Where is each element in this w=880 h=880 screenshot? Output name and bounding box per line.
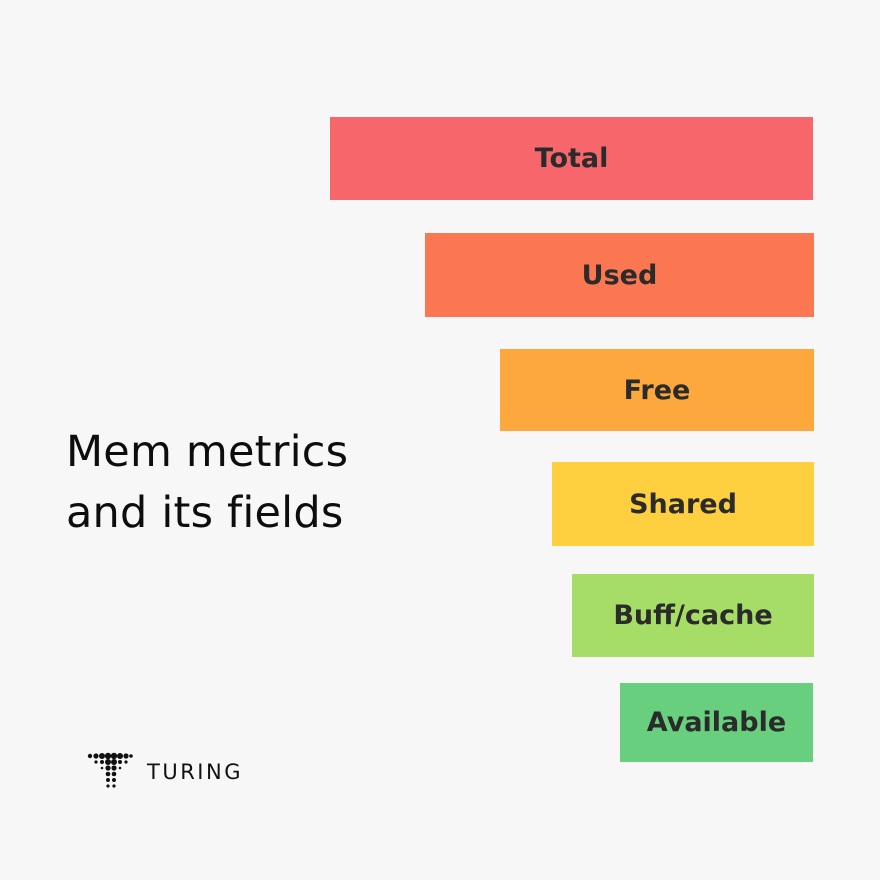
- brand-logo: TURING: [87, 752, 243, 792]
- field-label-available: Available: [646, 707, 787, 738]
- field-label-buff-cache: Buff/cache: [613, 600, 773, 631]
- field-bar-shared: Shared: [552, 462, 814, 546]
- field-bar-free: Free: [500, 349, 814, 431]
- brand-wordmark: TURING: [147, 760, 243, 784]
- title-line-1: Mem metrics: [66, 427, 349, 477]
- turing-dot-t-icon: [87, 752, 133, 788]
- field-label-free: Free: [623, 374, 691, 406]
- field-label-total: Total: [534, 143, 609, 174]
- field-label-used: Used: [581, 259, 658, 291]
- field-bar-available: Available: [620, 683, 813, 762]
- field-label-shared: Shared: [629, 488, 737, 520]
- field-bar-buff-cache: Buff/cache: [572, 574, 814, 657]
- field-bar-used: Used: [425, 233, 814, 317]
- title-line-2: and its fields: [66, 488, 344, 538]
- page-title: Mem metrics and its fields: [66, 422, 348, 544]
- field-bar-total: Total: [330, 117, 813, 200]
